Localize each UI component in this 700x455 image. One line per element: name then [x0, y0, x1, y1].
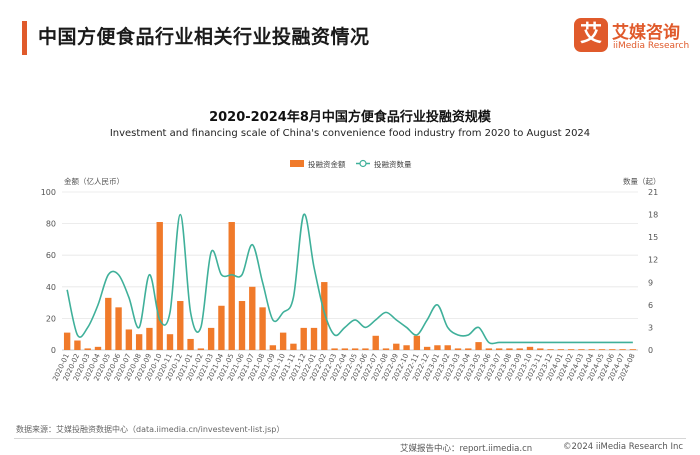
chart-legend: 投融资金额 投融资数量 — [290, 159, 412, 169]
bar — [588, 349, 595, 350]
brand-subtitle: iiMedia Research — [613, 41, 690, 51]
bar — [403, 345, 410, 350]
chart-subtitle: Investment and financing scale of China'… — [109, 128, 591, 139]
bar — [341, 348, 349, 350]
x-axis-ticks: 2020-012020-022020-032020-042020-052020-… — [51, 352, 636, 382]
bar — [259, 307, 266, 350]
y2-tick-label: 21 — [648, 188, 658, 197]
y-tick-label: 80 — [46, 220, 56, 229]
bar — [187, 338, 194, 350]
bar — [578, 349, 585, 350]
bar — [506, 348, 513, 350]
brand-logo-icon: 艾 — [574, 18, 608, 52]
bar — [146, 327, 153, 350]
bar — [475, 342, 482, 350]
y2-axis-ticks: 0 3 6 9 12 15 18 21 — [648, 188, 658, 355]
footer-divider — [14, 438, 686, 439]
bar — [393, 343, 400, 350]
data-source-note: 数据来源：艾媒投融资数据中心（data.iimedia.cn/investeve… — [16, 425, 285, 434]
y2-tick-label: 9 — [648, 278, 653, 287]
bar — [310, 327, 318, 350]
bar — [135, 334, 143, 350]
y2-axis-label: 数量（起） — [623, 176, 661, 186]
y2-tick-label: 3 — [648, 323, 653, 332]
bar — [156, 222, 163, 350]
bar — [434, 345, 441, 350]
legend-line-label: 投融资数量 — [374, 159, 412, 169]
page-title: 中国方便食品行业相关行业投融资情况 — [38, 26, 370, 48]
bar — [485, 348, 493, 350]
bar — [300, 327, 307, 350]
bar — [382, 348, 390, 350]
bar — [269, 345, 277, 350]
y-axis-ticks: 0 20 40 60 80 100 — [41, 188, 56, 355]
bar — [351, 348, 359, 350]
y-tick-label: 100 — [41, 188, 56, 197]
y2-tick-label: 15 — [648, 233, 658, 242]
y2-tick-label: 6 — [648, 301, 653, 310]
y-tick-label: 40 — [46, 283, 56, 292]
bar — [238, 301, 246, 350]
bar — [207, 327, 215, 350]
bar — [218, 305, 225, 350]
y-axis-label: 金额（亿人民币） — [64, 176, 124, 186]
bar — [423, 346, 431, 350]
bar-series — [63, 222, 637, 350]
bar — [609, 349, 616, 350]
bar — [516, 348, 523, 350]
y2-tick-label: 0 — [648, 346, 653, 355]
bar — [125, 329, 133, 350]
bar — [74, 340, 81, 350]
brand-name: 艾媒咨询 — [612, 23, 680, 43]
brand-logo: 艾 艾媒咨询 iiMedia Research — [574, 18, 692, 58]
bar — [279, 332, 287, 350]
legend-bar-swatch — [290, 160, 304, 167]
bar — [598, 349, 606, 350]
chart-title: 2020-2024年8月中国方便食品行业投融资规模 — [209, 110, 491, 125]
bar — [465, 348, 472, 350]
bar — [166, 334, 174, 350]
bar — [290, 343, 297, 350]
bar — [115, 307, 122, 350]
bar — [619, 349, 626, 350]
bar — [372, 335, 379, 350]
bar — [197, 348, 205, 350]
bar — [177, 301, 184, 350]
bar — [413, 335, 421, 350]
bar — [444, 345, 451, 350]
bar — [228, 222, 235, 350]
y-tick-label: 60 — [46, 251, 56, 260]
count-line — [66, 213, 633, 345]
bar — [362, 348, 369, 350]
bar — [567, 349, 575, 350]
y-tick-label: 20 — [46, 314, 56, 323]
bar — [105, 297, 112, 350]
bar — [526, 346, 534, 350]
bar — [629, 349, 637, 350]
y2-tick-label: 12 — [648, 256, 658, 265]
bar — [495, 348, 503, 350]
bar — [557, 349, 565, 350]
bar — [249, 286, 256, 350]
bar — [94, 346, 102, 350]
bar — [454, 348, 462, 350]
y-tick-label: 0 — [51, 346, 56, 355]
bar — [63, 332, 71, 350]
bar — [331, 348, 338, 350]
legend-bar-label: 投融资金额 — [308, 159, 346, 169]
report-center-link[interactable]: 艾媒报告中心：report.iimedia.cn — [400, 444, 533, 454]
header-accent-bar — [22, 21, 27, 55]
grid-lines — [62, 191, 638, 351]
bar — [321, 282, 328, 350]
y2-tick-label: 18 — [648, 211, 658, 220]
bar — [537, 348, 544, 350]
bar — [84, 348, 91, 350]
bar — [547, 349, 554, 350]
copyright-note: ©2024 iiMedia Research Inc — [563, 442, 684, 452]
line-series — [66, 213, 633, 345]
combo-chart: 投融资金额 投融资数量 金额（亿人民币） 数量（起） 020406080100 … — [41, 159, 661, 382]
legend-line-marker — [359, 159, 367, 168]
